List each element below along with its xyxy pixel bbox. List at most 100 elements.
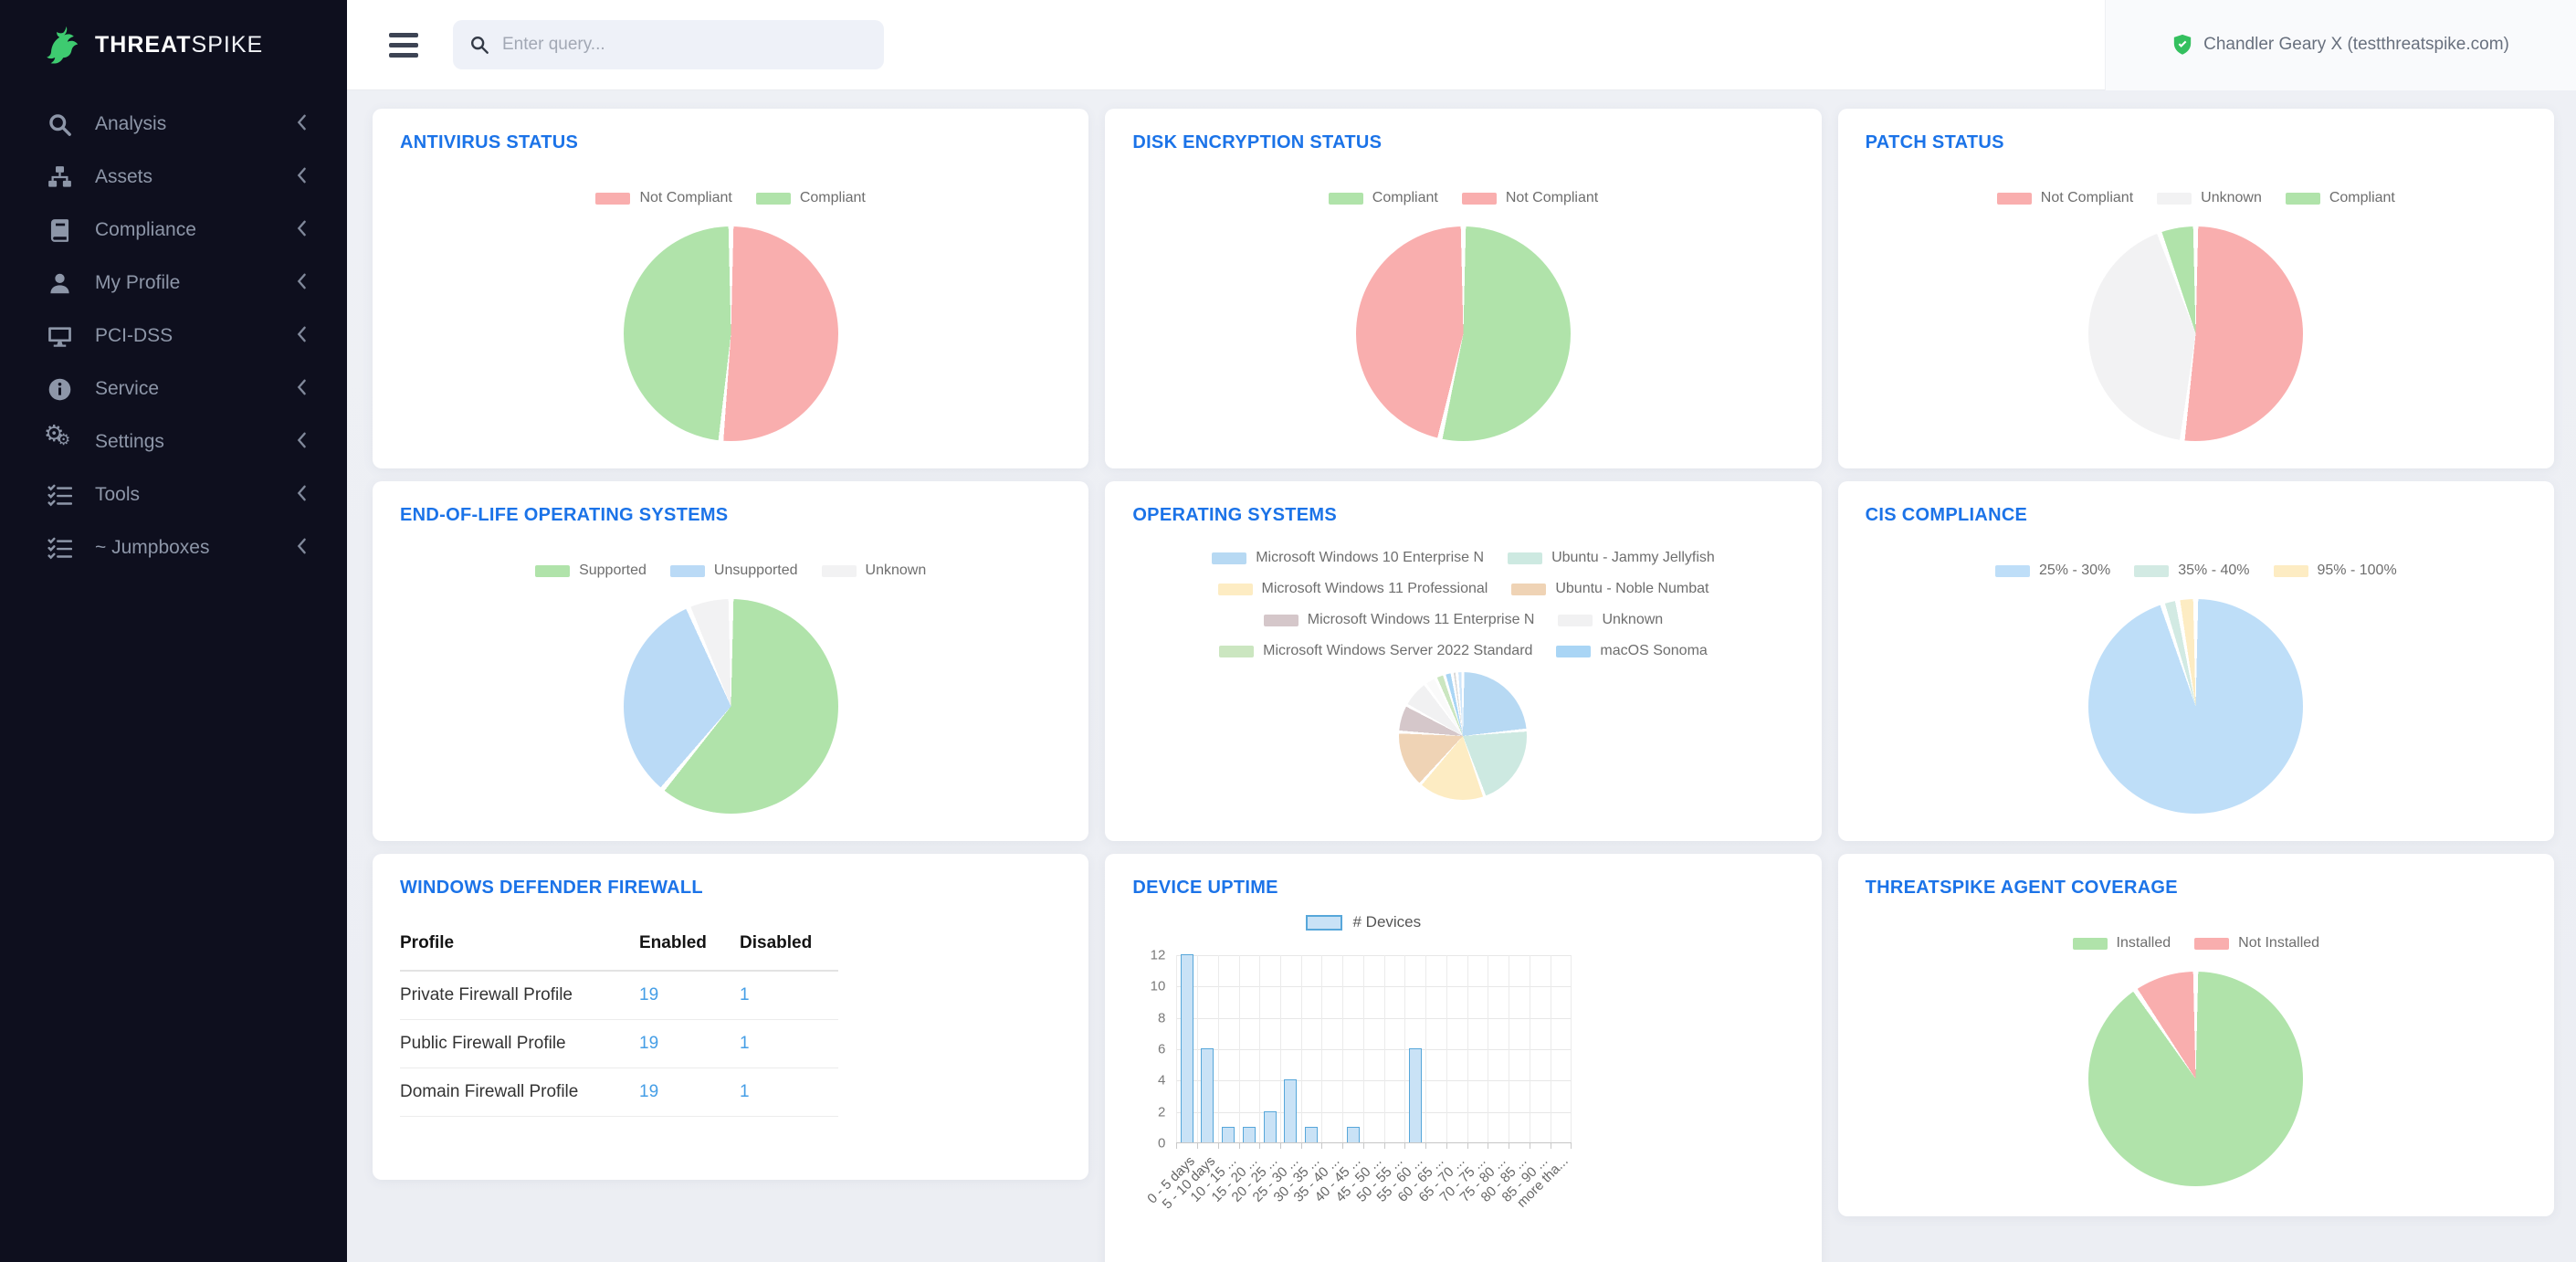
eol-os-pie-chart[interactable] [623, 599, 838, 814]
y-axis-label: 12 [1150, 947, 1166, 963]
bar-chart-legend[interactable]: # Devices [1132, 913, 1593, 931]
legend-item[interactable]: Microsoft Windows 11 Professional [1217, 581, 1488, 597]
legend-label: Installed [2116, 935, 2171, 951]
count-link[interactable]: 1 [740, 1034, 750, 1053]
legend-label: Not Compliant [1505, 190, 1599, 205]
legend-item[interactable]: Unknown [1558, 612, 1663, 628]
search-icon [471, 37, 489, 54]
legend-label: Unknown [865, 563, 927, 578]
count-link[interactable]: 19 [639, 1034, 659, 1053]
gears-icon: ⚙ ⚙ [44, 421, 71, 448]
legend-label: 25% - 30% [2038, 563, 2111, 578]
search-box [453, 20, 884, 69]
bar[interactable] [1180, 954, 1193, 1142]
count-link[interactable]: 19 [639, 1082, 659, 1101]
sidebar-item-jumpboxes[interactable]: ~ Jumpboxes [0, 521, 347, 574]
legend-swatch [1328, 192, 1363, 205]
legend-item[interactable]: Microsoft Windows 11 Enterprise N [1263, 612, 1534, 628]
legend-swatch [1994, 564, 2030, 577]
brand-logo[interactable]: THREATSPIKE [0, 0, 347, 90]
y-axis-label: 0 [1157, 1135, 1166, 1152]
bar[interactable] [1201, 1048, 1214, 1142]
chevron-left-icon [296, 167, 307, 188]
sidebar-item-assets[interactable]: Assets [0, 151, 347, 204]
legend-item[interactable]: Not Compliant [595, 190, 732, 206]
card-title: DEVICE UPTIME [1132, 878, 1278, 898]
count-link[interactable]: 19 [639, 985, 659, 1004]
topbar: Chandler Geary X (testthreatspike.com) [347, 0, 2576, 90]
search-input[interactable] [500, 34, 867, 56]
chevron-left-icon [296, 432, 307, 453]
bar[interactable] [1346, 1126, 1360, 1142]
count-link[interactable]: 1 [740, 1082, 750, 1101]
count-link[interactable]: 1 [740, 985, 750, 1004]
legend-item[interactable]: Not Installed [2194, 935, 2319, 952]
legend-item[interactable]: Microsoft Windows Server 2022 Standard [1219, 643, 1532, 659]
legend-label: Microsoft Windows 10 Enterprise N [1256, 550, 1485, 565]
legend-swatch [2273, 564, 2308, 577]
bar[interactable] [1408, 1048, 1422, 1142]
chart-legend: Installed Not Installed [1866, 935, 2527, 952]
chart-legend: Microsoft Windows 10 Enterprise N Ubuntu … [1132, 550, 1793, 659]
bar[interactable] [1242, 1126, 1256, 1142]
card-title: DISK ENCRYPTION STATUS [1132, 132, 1383, 152]
device-uptime-bar-chart[interactable]: 0 2 4 6 8 10 12 0 - 5 days 5 - 10 days 10 - 15 ..… [1144, 948, 1572, 1213]
user-account-button[interactable]: Chandler Geary X (testthreatspike.com) [2105, 0, 2576, 90]
menu-toggle-button[interactable] [384, 27, 424, 63]
legend-label: Unknown [1602, 612, 1664, 627]
sidebar-item-settings[interactable]: ⚙ ⚙ Settings [0, 415, 347, 468]
legend-item[interactable]: Compliant [755, 190, 866, 206]
legend-swatch [1996, 192, 2032, 205]
legend-item[interactable]: Supported [535, 563, 647, 579]
legend-item[interactable]: Unknown [2157, 190, 2262, 206]
legend-item[interactable]: Compliant [1328, 190, 1438, 206]
disk-encryption-pie-chart[interactable] [1355, 226, 1571, 441]
operating-systems-pie-chart[interactable] [1399, 672, 1528, 800]
chevron-left-icon [296, 220, 307, 241]
legend-item[interactable]: Unsupported [669, 563, 798, 579]
legend-label: Compliant [1372, 190, 1438, 205]
book-icon [44, 216, 75, 244]
checklist-icon [44, 481, 75, 509]
legend-item[interactable]: 95% - 100% [2273, 563, 2397, 579]
legend-item[interactable]: 25% - 30% [1994, 563, 2111, 579]
legend-item[interactable]: Ubuntu - Jammy Jellyfish [1508, 550, 1715, 566]
antivirus-pie-chart[interactable] [623, 226, 838, 441]
legend-item[interactable]: 35% - 40% [2134, 563, 2250, 579]
agent-coverage-pie-chart[interactable] [2088, 972, 2304, 1186]
y-axis-label: 6 [1157, 1041, 1166, 1057]
column-header: Disabled [740, 933, 813, 952]
sidebar-item-pci-dss[interactable]: PCI-DSS [0, 310, 347, 363]
legend-swatch [1263, 614, 1299, 626]
sidebar-item-compliance[interactable]: Compliance [0, 204, 347, 257]
sidebar: THREATSPIKE Analysis Assets [0, 0, 347, 1262]
legend-label: Compliant [2329, 190, 2395, 205]
bar[interactable] [1305, 1126, 1319, 1142]
cis-compliance-pie-chart[interactable] [2088, 599, 2304, 814]
patch-status-pie-chart[interactable] [2088, 226, 2304, 441]
y-axis-label: 2 [1157, 1104, 1166, 1120]
chevron-left-icon [296, 326, 307, 347]
bar[interactable] [1284, 1079, 1298, 1142]
profile-name: Private Firewall Profile [400, 985, 573, 1004]
card-title: END-OF-LIFE OPERATING SYSTEMS [400, 505, 729, 525]
sidebar-item-service[interactable]: Service [0, 363, 347, 415]
sidebar-item-my-profile[interactable]: My Profile [0, 257, 347, 310]
sidebar-item-analysis[interactable]: Analysis [0, 98, 347, 151]
legend-item[interactable]: macOS Sonoma [1556, 643, 1708, 659]
legend-label: 95% - 100% [2317, 563, 2397, 578]
legend-label: Unsupported [713, 563, 798, 578]
legend-item[interactable]: Microsoft Windows 10 Enterprise N [1212, 550, 1484, 566]
legend-item[interactable]: Not Compliant [1461, 190, 1599, 206]
legend-item[interactable]: Installed [2072, 935, 2171, 952]
sidebar-item-tools[interactable]: Tools [0, 468, 347, 521]
bar[interactable] [1263, 1110, 1277, 1142]
user-name: Chandler Geary X (testthreatspike.com) [2203, 35, 2509, 54]
bar[interactable] [1222, 1126, 1235, 1142]
chart-legend: Compliant Not Compliant [1132, 190, 1793, 206]
legend-item[interactable]: Unknown [821, 563, 927, 579]
legend-item[interactable]: Ubuntu - Noble Numbat [1511, 581, 1709, 597]
legend-swatch [821, 564, 857, 577]
legend-item[interactable]: Compliant [2285, 190, 2395, 206]
legend-item[interactable]: Not Compliant [1996, 190, 2133, 206]
